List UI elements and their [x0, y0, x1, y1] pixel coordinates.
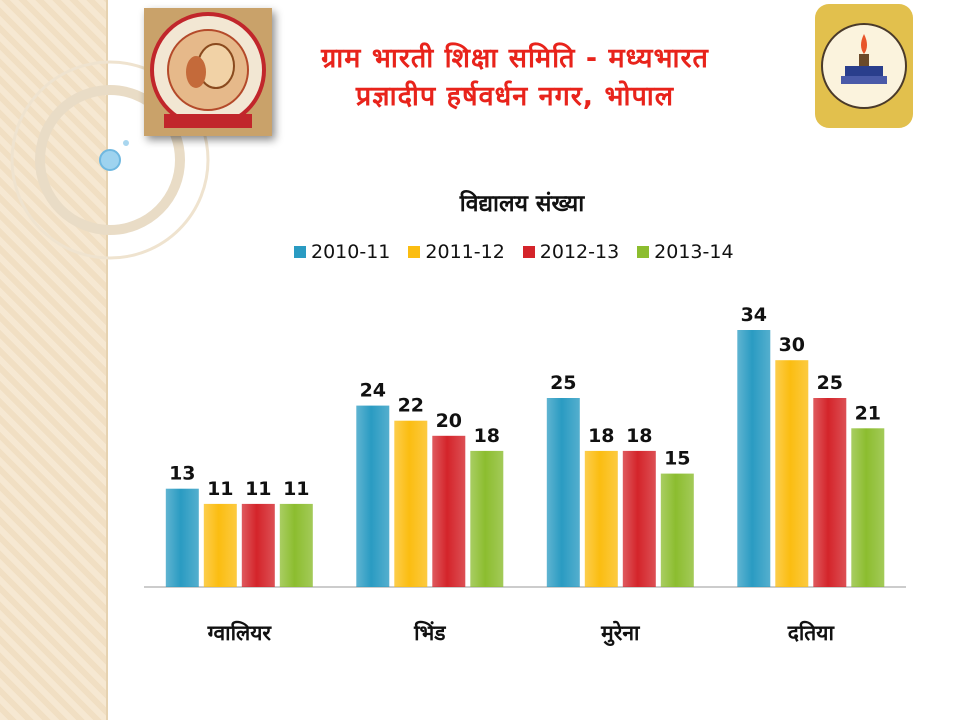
- data-label: 22: [398, 395, 424, 417]
- data-label: 25: [550, 372, 576, 394]
- legend-entry-2011-12: 2011-12: [408, 241, 505, 263]
- bar-2012-13-1: [241, 503, 275, 587]
- data-label: 15: [664, 448, 690, 470]
- data-label: 20: [436, 410, 462, 432]
- chart-legend: 2010-11 2011-12 2012-13 2013-14: [294, 240, 752, 264]
- data-label: 11: [207, 478, 233, 500]
- school-logo-left: [144, 8, 272, 136]
- bar-2010-11-4: [737, 330, 771, 587]
- data-label: 11: [283, 478, 309, 500]
- legend-swatch: [637, 246, 650, 258]
- bar-2013-14-4: [851, 428, 885, 587]
- data-label: 24: [360, 380, 386, 402]
- legend-swatch: [294, 246, 306, 258]
- x-tick-label: मुरेना: [600, 620, 641, 647]
- legend-entry-2013-14: 2013-14: [637, 241, 734, 263]
- legend-label: 2010-11: [311, 241, 391, 263]
- bar-2013-14-3: [660, 473, 694, 587]
- bar-2012-13-3: [622, 450, 656, 587]
- bar-2010-11-2: [356, 405, 390, 587]
- legend-label: 2011-12: [425, 241, 505, 263]
- bar-2011-12-3: [584, 450, 618, 587]
- legend-label: 2012-13: [539, 241, 620, 263]
- bar-2012-13-4: [813, 398, 847, 587]
- bar-2013-14-2: [470, 450, 504, 587]
- bar-2013-14-1: [279, 503, 313, 587]
- data-label: 34: [741, 304, 767, 326]
- x-tick-label: दतिया: [787, 620, 836, 645]
- data-label: 18: [626, 425, 652, 447]
- header-title-line-2: प्रज्ञादीप हर्षवर्धन नगर, भोपाल: [355, 81, 675, 112]
- bar-2011-12-2: [394, 420, 428, 587]
- bar-2010-11-3: [546, 398, 580, 587]
- legend-label: 2013-14: [654, 241, 734, 263]
- legend-swatch: [522, 246, 535, 258]
- legend-swatch: [408, 246, 421, 258]
- data-label: 11: [245, 478, 271, 500]
- data-label: 25: [817, 372, 843, 394]
- data-label: 30: [779, 334, 805, 356]
- data-label: 18: [588, 425, 614, 447]
- bar-2011-12-4: [775, 360, 809, 587]
- bar-2011-12-1: [203, 503, 237, 587]
- legend-entry-2010-11: 2010-11: [294, 241, 390, 263]
- legend-entry-2012-13: 2012-13: [522, 241, 620, 263]
- x-tick-label: भिंड: [413, 620, 446, 645]
- x-tick-label: ग्वालियर: [207, 620, 273, 645]
- header-title-line-1: ग्राम भारती शिक्षा समिति - मध्यभारत: [321, 43, 709, 74]
- bar-2010-11-1: [165, 488, 199, 587]
- circle-decoration: [10, 60, 210, 260]
- data-label: 18: [474, 425, 500, 447]
- data-label: 13: [169, 463, 195, 485]
- bar-2012-13-2: [432, 435, 466, 587]
- vidya-bharati-logo: [815, 4, 913, 128]
- data-label: 21: [855, 402, 881, 424]
- chart-title: विद्यालय संख्या: [459, 191, 585, 217]
